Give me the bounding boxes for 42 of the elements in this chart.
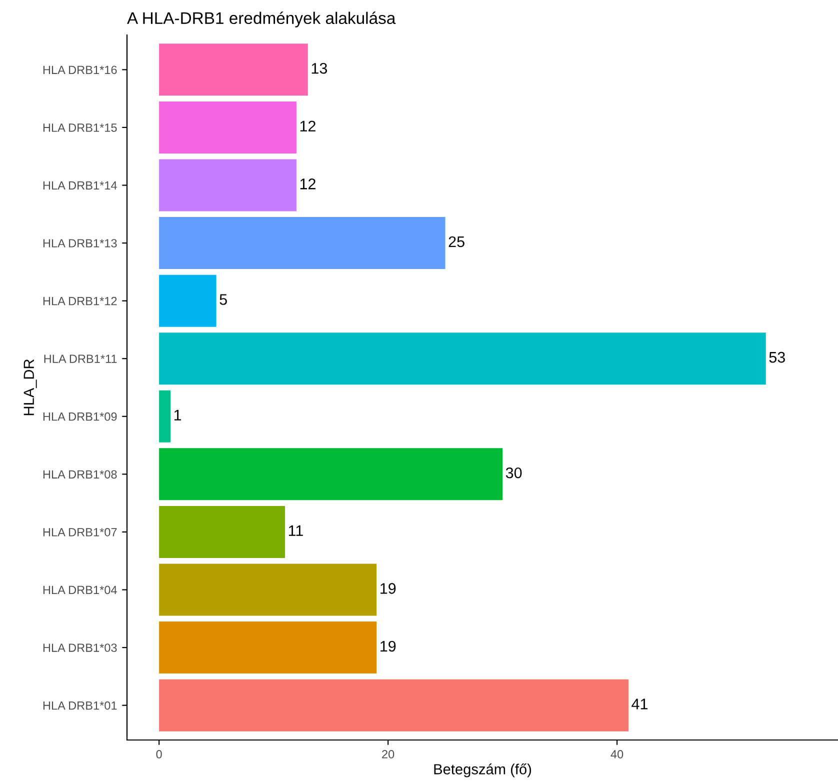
x-tick-label: 0 — [156, 750, 162, 758]
data-label: 12 — [300, 120, 316, 132]
data-label: 53 — [769, 352, 785, 363]
y-tick-label: HLA DRB1*07 — [43, 528, 117, 536]
x-tick-label: 40 — [610, 750, 624, 758]
chart-title: A HLA-DRB1 eredmények alakulása — [127, 12, 396, 28]
data-label: 13 — [312, 62, 327, 74]
y-tick-label: HLA DRB1*04 — [43, 586, 117, 594]
bar — [159, 622, 377, 674]
data-label: 19 — [380, 583, 396, 594]
data-label: 30 — [506, 467, 522, 478]
bar — [159, 448, 503, 500]
data-label: 5 — [220, 294, 227, 305]
data-label: 11 — [288, 525, 303, 536]
bar — [159, 217, 446, 270]
y-axis-title: HLA_DR — [24, 359, 37, 416]
data-label: 19 — [380, 640, 396, 652]
bar — [159, 159, 296, 212]
y-tick-label: HLA DRB1*15 — [43, 124, 117, 132]
data-label: 25 — [448, 236, 464, 248]
y-tick-label: HLA DRB1*03 — [43, 644, 117, 652]
y-tick-label: HLA DRB1*09 — [43, 412, 117, 421]
bar — [159, 679, 628, 732]
data-label: 41 — [632, 698, 648, 710]
bar — [159, 101, 296, 154]
bar — [159, 390, 171, 442]
bar — [159, 332, 766, 385]
y-tick-label: HLA DRB1*08 — [43, 470, 117, 479]
y-tick-label: HLA DRB1*11 — [44, 354, 117, 363]
y-tick-label: HLA DRB1*01 — [43, 701, 117, 710]
data-label: 1 — [174, 410, 182, 420]
bar — [159, 274, 216, 327]
x-axis-title: Betegszám (fő) — [434, 764, 532, 778]
y-tick-label: HLA DRB1*13 — [43, 239, 117, 248]
y-tick-label: HLA DRB1*12 — [43, 296, 117, 306]
bar — [159, 564, 377, 616]
data-label: 12 — [300, 178, 316, 190]
bar — [159, 44, 308, 96]
x-tick-label: 20 — [382, 750, 394, 758]
y-tick-label: HLA DRB1*14 — [43, 181, 117, 190]
bar — [159, 506, 285, 558]
y-tick-label: HLA DRB1*16 — [43, 66, 117, 74]
